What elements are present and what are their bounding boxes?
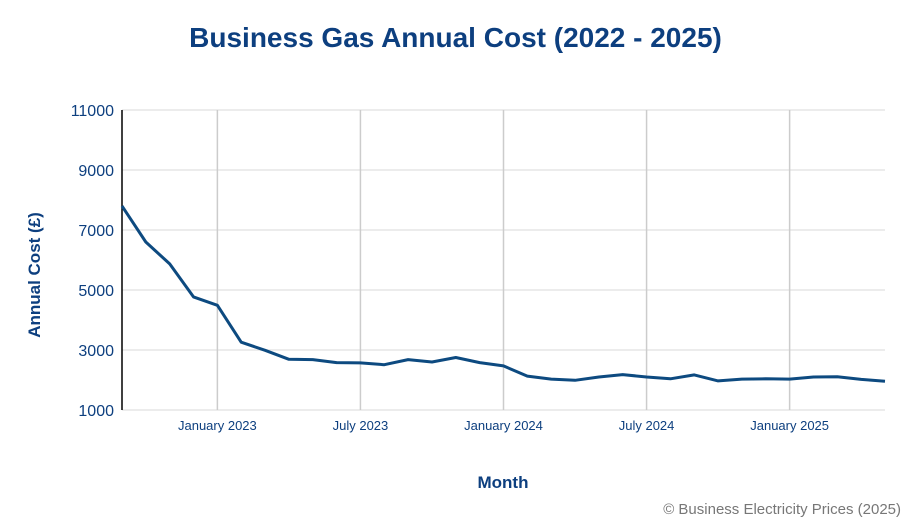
y-tick-label: 3000 [78, 343, 114, 360]
y-tick-label: 1000 [78, 403, 114, 420]
x-tick-label: January 2023 [178, 418, 257, 433]
y-tick-label: 9000 [78, 163, 114, 180]
x-tick-label: July 2023 [333, 418, 389, 433]
y-tick-label: 7000 [78, 223, 114, 240]
x-tick-label: July 2024 [619, 418, 675, 433]
credit-text: © Business Electricity Prices (2025) [663, 501, 901, 518]
x-tick-label: January 2025 [750, 418, 829, 433]
y-tick-label: 5000 [78, 283, 114, 300]
y-axis-label: Annual Cost (£) [25, 212, 44, 338]
x-tick-label: January 2024 [464, 418, 543, 433]
chart-title: Business Gas Annual Cost (2022 - 2025) [189, 22, 722, 53]
y-tick-label: 11000 [71, 103, 114, 120]
x-axis-label: Month [478, 473, 529, 492]
